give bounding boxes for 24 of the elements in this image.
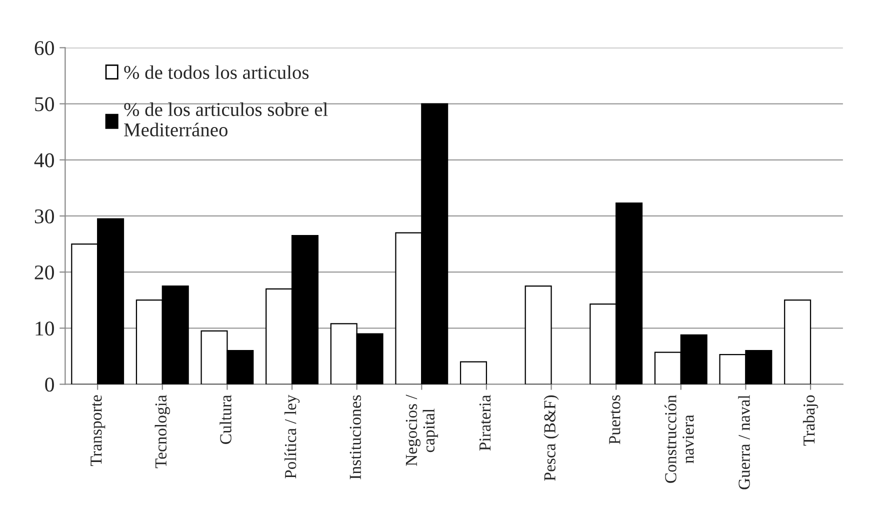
x-tick-label: Trabajo (802, 395, 818, 446)
y-tick-label: 40 (34, 153, 54, 168)
x-tick-label: Cultura (220, 394, 232, 444)
x-tick-label: Construcción naviera (664, 394, 694, 483)
y-tick-label: 50 (35, 97, 54, 112)
x-tick-label: Puertos (609, 395, 620, 444)
x-tick-label: Guerra / naval (738, 395, 750, 490)
bar (524, 286, 552, 384)
x-tick-label: Pesca (B&F) (544, 395, 559, 481)
x-tick-label: Negocios / capital (406, 394, 438, 466)
x-tick-label: Tecnologia (154, 394, 170, 468)
y-tick-label: 10 (36, 322, 54, 336)
legend-label: % de todos los articulos (124, 65, 309, 80)
bar (784, 300, 812, 384)
bar (460, 361, 488, 384)
y-tick-label: 20 (34, 265, 54, 280)
x-tick-label: Política / ley (284, 394, 300, 478)
y-tick-label: 60 (34, 41, 54, 56)
y-tick-label: 0 (45, 378, 54, 392)
y-tick-label: 30 (34, 209, 54, 224)
x-tick-label: Instituciones (350, 395, 362, 480)
x-tick-label: Pirateria (479, 394, 491, 451)
legend-label: % de los articulos sobre el Mediterráneo (124, 102, 328, 136)
x-tick-label: Transporte (90, 395, 106, 466)
